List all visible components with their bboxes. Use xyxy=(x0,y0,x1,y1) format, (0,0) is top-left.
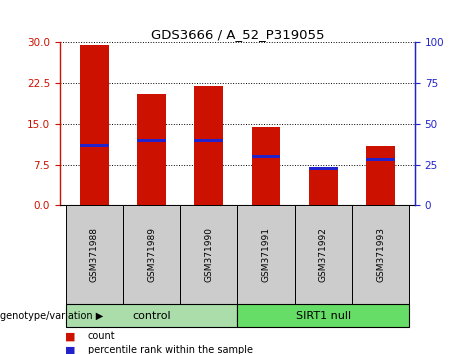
Bar xyxy=(366,158,395,161)
Text: GSM371992: GSM371992 xyxy=(319,227,328,282)
Bar xyxy=(366,145,395,205)
Text: GSM371993: GSM371993 xyxy=(376,227,385,282)
Title: GDS3666 / A_52_P319055: GDS3666 / A_52_P319055 xyxy=(151,28,324,41)
Text: SIRT1 null: SIRT1 null xyxy=(296,311,351,321)
Text: GSM371990: GSM371990 xyxy=(204,227,213,282)
Text: ■: ■ xyxy=(65,331,75,341)
Bar xyxy=(195,139,223,142)
Text: count: count xyxy=(88,331,115,341)
Bar xyxy=(195,86,223,205)
Text: GSM371989: GSM371989 xyxy=(147,227,156,282)
Text: percentile rank within the sample: percentile rank within the sample xyxy=(88,346,253,354)
Bar xyxy=(80,45,109,205)
Bar xyxy=(309,167,337,205)
Bar xyxy=(309,167,337,170)
Bar xyxy=(252,155,280,158)
Text: ■: ■ xyxy=(65,346,75,354)
Text: GSM371988: GSM371988 xyxy=(90,227,99,282)
Text: GSM371991: GSM371991 xyxy=(261,227,271,282)
Text: genotype/variation ▶: genotype/variation ▶ xyxy=(0,311,103,321)
Bar xyxy=(137,94,166,205)
Bar xyxy=(137,139,166,142)
Text: control: control xyxy=(132,311,171,321)
Bar xyxy=(80,144,109,147)
Bar xyxy=(252,127,280,205)
